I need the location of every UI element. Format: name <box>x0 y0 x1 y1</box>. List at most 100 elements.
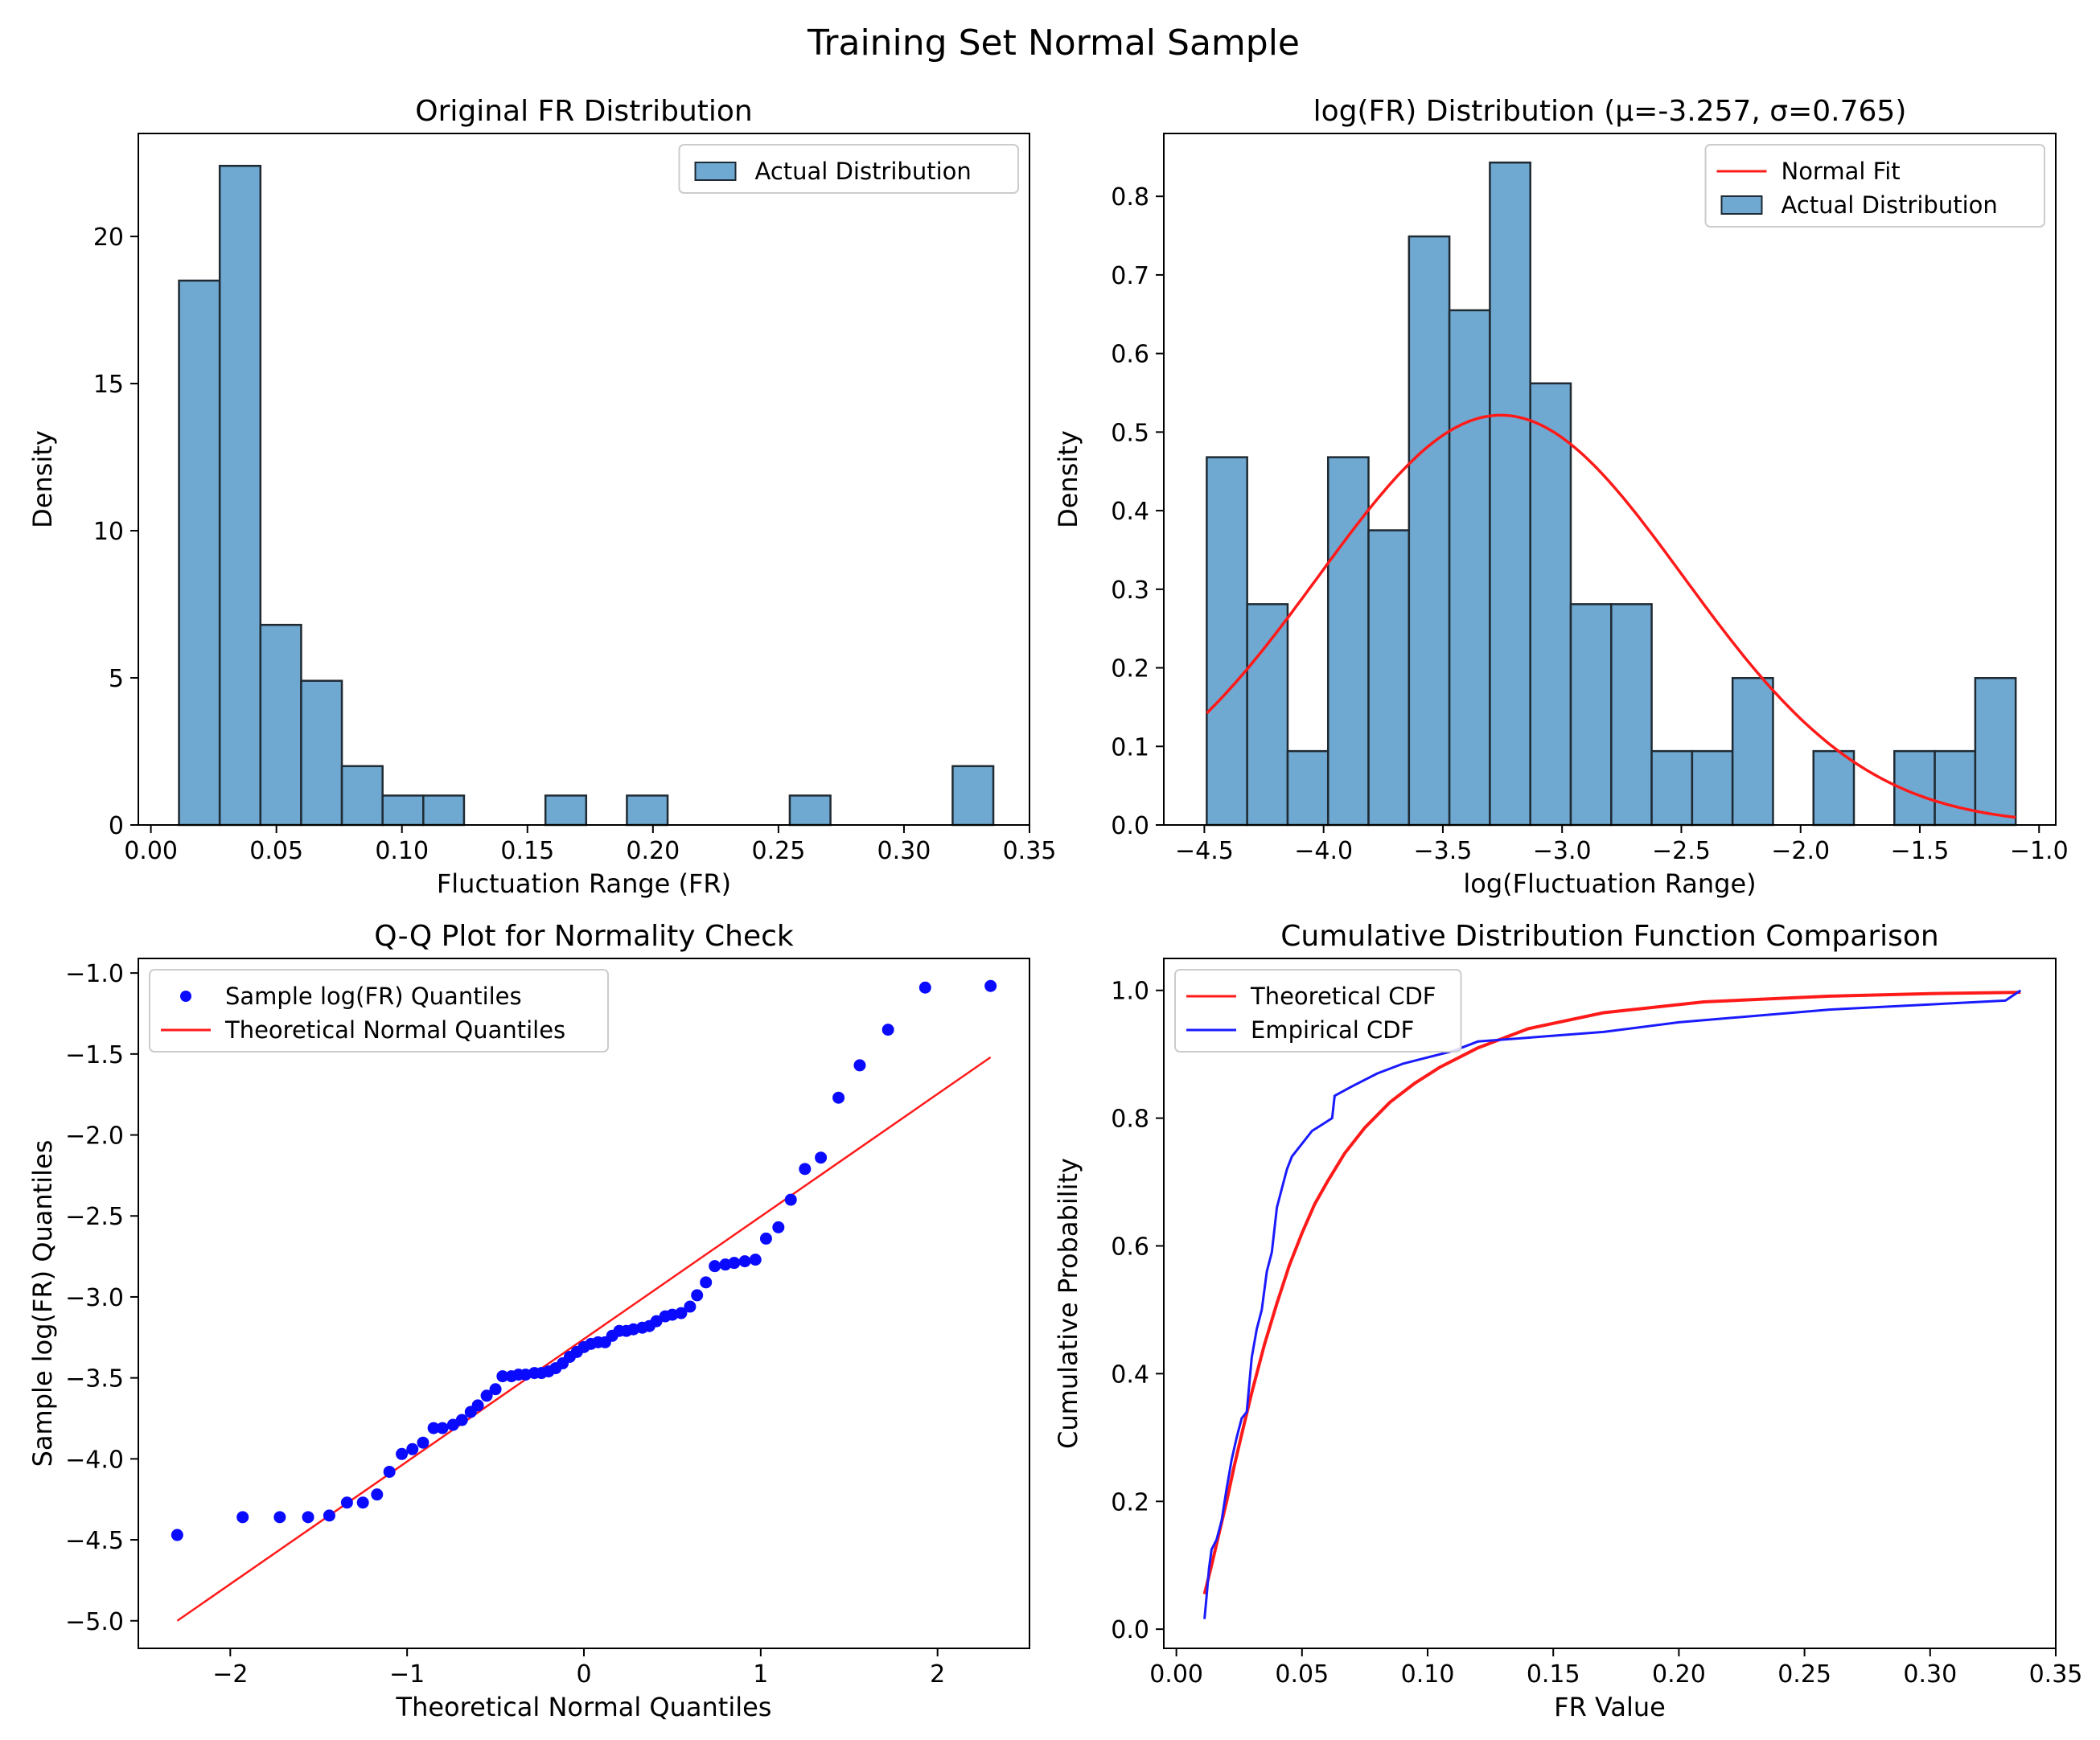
sample-quantile-point <box>759 1232 772 1245</box>
sample-quantile-point <box>984 979 997 992</box>
histogram-bar <box>259 623 302 827</box>
x-tick-label: 0.15 <box>500 837 554 865</box>
x-tick-label: 0.00 <box>124 837 178 865</box>
sample-quantile-point <box>356 1496 369 1509</box>
normal-fit-line <box>1206 413 2016 819</box>
x-tick-label: 0.05 <box>1275 1660 1329 1689</box>
histogram-bar <box>1206 456 1248 827</box>
legend: Sample log(FR) Quantiles Theoretical Norm… <box>149 969 609 1053</box>
histogram-bar <box>1812 749 1855 827</box>
x-tick-label: −2 <box>212 1660 248 1689</box>
histogram-bar <box>1489 161 1531 827</box>
x-tick-label: −2.5 <box>1652 837 1711 865</box>
histogram-bar <box>626 794 669 827</box>
histogram-bar <box>178 279 221 827</box>
y-axis-label: Density <box>27 430 58 528</box>
y-tick-label: 20 <box>93 224 124 252</box>
figure-title: Training Set Normal Sample <box>807 23 1300 64</box>
x-tick-label: 0.30 <box>877 837 931 865</box>
sample-quantile-point <box>496 1370 509 1383</box>
histogram-bar <box>1650 749 1694 827</box>
sample-quantile-point <box>772 1221 785 1233</box>
chart-title: Original FR Distribution <box>415 95 753 128</box>
histogram-bar <box>1610 603 1653 827</box>
sample-quantile-point <box>273 1511 286 1524</box>
axes-frame <box>1163 133 2057 826</box>
histogram-bar <box>340 765 384 827</box>
sample-quantile-point <box>738 1255 751 1268</box>
histogram-bar <box>1286 749 1329 827</box>
sample-quantile-point <box>918 981 931 994</box>
sample-quantile-point <box>417 1436 429 1449</box>
x-tick-label: 0.35 <box>1003 837 1057 865</box>
chart-title: Q-Q Plot for Normality Check <box>374 920 794 953</box>
y-tick-label: −1.5 <box>65 1041 124 1069</box>
legend-label: Actual Distribution <box>1782 191 1998 219</box>
sample-quantile-point <box>371 1488 384 1501</box>
legend-label: Sample log(FR) Quantiles <box>225 983 522 1010</box>
histogram-bar <box>218 165 262 827</box>
sample-points <box>171 979 997 1541</box>
panel-histogram-log-fr: log(FR) Distribution (μ=-3.257, σ=0.765)… <box>1053 95 2069 899</box>
theoretical-cdf-line <box>1202 991 2021 1594</box>
y-tick-label: −3.0 <box>65 1284 124 1312</box>
x-axis-label: Fluctuation Range (FR) <box>437 868 731 899</box>
histogram-bar <box>300 679 343 827</box>
y-tick-label: −3.5 <box>65 1365 124 1393</box>
sample-quantile-point <box>302 1511 314 1524</box>
sample-quantile-point <box>406 1442 419 1455</box>
x-tick-label: −4.0 <box>1294 837 1353 865</box>
y-tick-label: −2.5 <box>65 1203 124 1231</box>
x-tick-label: 0.25 <box>1777 1660 1831 1689</box>
histogram-bar <box>951 765 995 827</box>
sample-quantile-point <box>427 1422 440 1434</box>
sample-quantile-point <box>799 1163 812 1176</box>
x-tick-label: 0.30 <box>1903 1660 1957 1689</box>
x-tick-label: −1.5 <box>1891 837 1950 865</box>
x-tick-label: 1 <box>753 1660 768 1689</box>
sample-quantile-point <box>684 1300 697 1313</box>
x-tick-label: 0.20 <box>626 837 680 865</box>
y-tick-label: 0 <box>109 812 124 840</box>
histogram-bar <box>788 794 832 827</box>
y-axis-label: Cumulative Probability <box>1053 1158 1083 1449</box>
bars <box>178 165 995 827</box>
y-tick-label: 0.5 <box>1111 419 1149 447</box>
y-tick-label: 10 <box>93 518 124 546</box>
legend-marker <box>180 991 191 1002</box>
legend-box <box>1174 969 1462 1053</box>
sample-quantile-point <box>650 1315 663 1328</box>
y-tick-label: −1.0 <box>65 960 124 988</box>
sample-quantile-point <box>171 1529 183 1541</box>
y-axis-label: Sample log(FR) Quantiles <box>27 1140 58 1467</box>
sample-quantile-point <box>691 1289 704 1302</box>
y-tick-label: −2.0 <box>65 1122 124 1151</box>
y-tick-label: 0.7 <box>1111 262 1149 290</box>
sample-quantile-point <box>832 1091 845 1104</box>
sample-quantile-point <box>446 1418 459 1431</box>
legend-box <box>1704 144 2045 228</box>
x-tick-label: −2.0 <box>1771 837 1830 865</box>
sample-quantile-point <box>709 1260 721 1273</box>
x-tick-label: 0.25 <box>751 837 805 865</box>
y-tick-label: 0.1 <box>1111 733 1149 761</box>
y-axis-label: Density <box>1053 430 1083 528</box>
y-tick-label: −4.5 <box>65 1527 124 1555</box>
y-tick-label: −4.0 <box>65 1446 124 1474</box>
sample-quantile-point <box>489 1383 502 1396</box>
panel-cdf-comparison: Cumulative Distribution Function Compari… <box>1053 920 2082 1722</box>
sample-quantile-point <box>815 1151 828 1164</box>
y-tick-label: 1.0 <box>1111 978 1149 1006</box>
x-tick-label: 0.15 <box>1527 1660 1580 1689</box>
histogram-bar <box>1731 677 1774 827</box>
histogram-bar <box>422 794 466 827</box>
x-axis-label: Theoretical Normal Quantiles <box>396 1692 772 1722</box>
y-tick-label: 0.6 <box>1111 1233 1149 1262</box>
sample-quantile-point <box>396 1447 409 1460</box>
sample-quantile-point <box>383 1465 396 1478</box>
axes-frame <box>1163 958 2057 1649</box>
y-tick-label: 0.3 <box>1111 577 1149 605</box>
x-tick-label: −1 <box>389 1660 425 1689</box>
panel-histogram-fr: Original FR Distribution Fluctuation Rang… <box>27 95 1056 899</box>
sample-quantile-point <box>340 1496 353 1509</box>
